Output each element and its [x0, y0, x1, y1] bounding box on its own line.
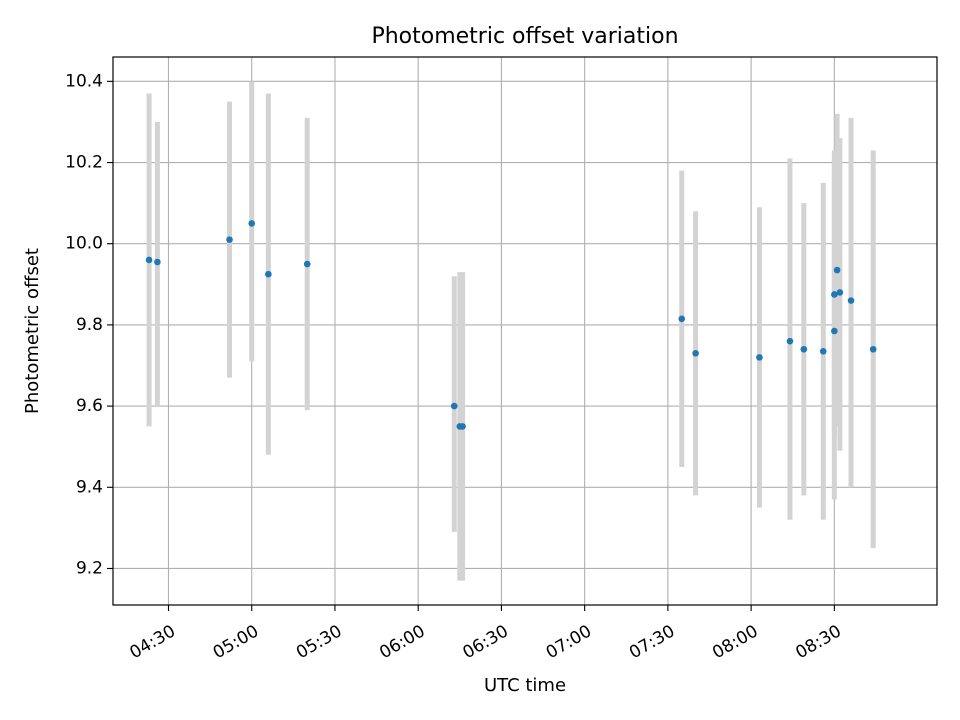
data-point [459, 423, 466, 430]
y-tick-label: 9.6 [76, 396, 103, 416]
y-tick-label: 10.0 [65, 234, 103, 254]
plot-frame [112, 56, 938, 606]
y-tick-label: 9.4 [76, 477, 103, 497]
y-axis-ticks: 9.2 9.4 9.6 9.8 10.0 10.2 10.4 [65, 71, 113, 578]
data-point [831, 327, 838, 335]
y-axis-label: Photometric offset [22, 248, 43, 414]
data-point [154, 258, 161, 266]
y-tick-label: 10.4 [65, 71, 103, 91]
data-point [869, 345, 877, 353]
data-point [248, 220, 256, 227]
data-point [226, 236, 233, 243]
data-point [265, 270, 272, 278]
y-tick-label: 10.2 [65, 153, 103, 173]
data-point [303, 260, 311, 268]
chart-title: Photometric offset variation [371, 24, 678, 49]
data-point [800, 345, 808, 353]
data-point [756, 354, 763, 361]
data-point [836, 289, 844, 296]
data-point [833, 266, 841, 274]
data-point [819, 347, 827, 355]
data-point [847, 297, 855, 304]
data-point [678, 315, 686, 323]
grid [113, 57, 937, 605]
data-point [450, 402, 458, 410]
x-axis-label: UTC time [484, 675, 566, 696]
data-point [831, 291, 838, 298]
data-points [145, 220, 877, 430]
data-point [145, 256, 153, 264]
y-tick-label: 9.8 [76, 315, 103, 335]
data-point [786, 337, 794, 345]
y-tick-label: 9.2 [76, 558, 103, 578]
data-point [692, 350, 699, 357]
